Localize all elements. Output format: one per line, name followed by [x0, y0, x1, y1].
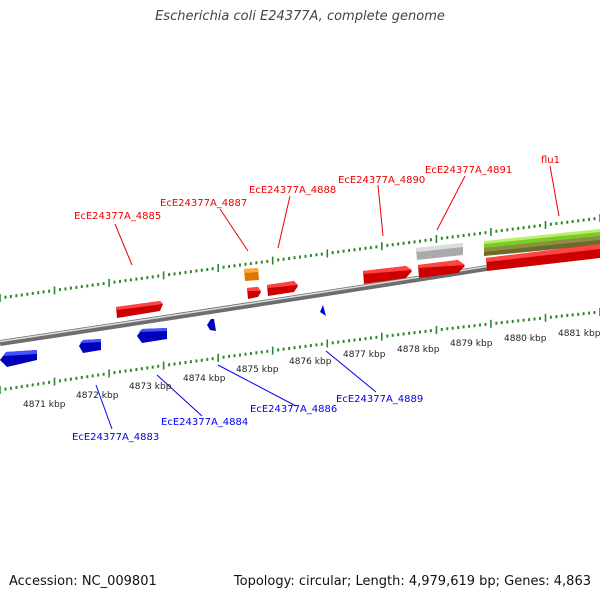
gene-label[interactable]: flu1 — [541, 155, 560, 166]
forward-leader-lines — [114, 165, 560, 266]
gene-label[interactable]: EcE24377A_4885 — [74, 211, 161, 222]
gene-label[interactable]: EcE24377A_4883 — [72, 432, 159, 443]
scale-label: 4880 kbp — [504, 334, 547, 344]
gene-labels: EcE24377A_4885 EcE24377A_4887 EcE24377A_… — [72, 155, 560, 443]
scale-label: 4873 kbp — [129, 382, 172, 392]
forward-gene[interactable] — [486, 244, 600, 271]
forward-genes — [116, 244, 600, 318]
reverse-strand-tick-row — [0, 308, 600, 394]
reverse-gene[interactable] — [0, 350, 37, 367]
scale-label: 4874 kbp — [183, 374, 226, 384]
rna-gene[interactable] — [244, 268, 259, 281]
reverse-leader-lines — [95, 350, 377, 430]
map-title: Escherichia coli E24377A, complete genom… — [155, 9, 445, 24]
forward-gene[interactable] — [247, 287, 261, 299]
scale-labels: 4871 kbp 4872 kbp 4873 kbp 4874 kbp 4875… — [23, 329, 600, 410]
scale-label: 4878 kbp — [397, 345, 440, 355]
forward-gene[interactable] — [418, 260, 465, 278]
gene-label[interactable]: EcE24377A_4886 — [250, 404, 337, 415]
scale-label: 4872 kbp — [76, 391, 119, 401]
forward-strand-tick-row — [0, 214, 600, 302]
reverse-gene[interactable] — [79, 339, 101, 353]
scale-label: 4871 kbp — [23, 400, 66, 410]
reverse-gene[interactable] — [137, 328, 167, 343]
forward-gene[interactable] — [363, 266, 412, 284]
scale-label: 4877 kbp — [343, 350, 386, 360]
gene-label[interactable]: EcE24377A_4890 — [338, 175, 425, 186]
topology-summary: Topology: circular; Length: 4,979,619 bp… — [233, 574, 591, 589]
gene-label[interactable]: EcE24377A_4888 — [249, 185, 336, 196]
green-feature-band — [484, 229, 600, 256]
gene-label[interactable]: EcE24377A_4889 — [336, 394, 423, 405]
scale-label: 4881 kbp — [558, 329, 600, 339]
pseudo-gene[interactable] — [416, 243, 463, 260]
reverse-genes — [0, 305, 326, 367]
reverse-gene[interactable] — [207, 319, 216, 331]
forward-gene[interactable] — [116, 301, 163, 318]
reverse-gene[interactable] — [320, 305, 326, 316]
accession-text: Accession: NC_009801 — [9, 574, 157, 589]
gene-label[interactable]: EcE24377A_4891 — [425, 165, 512, 176]
gene-label[interactable]: EcE24377A_4887 — [160, 198, 247, 209]
scale-label: 4876 kbp — [289, 357, 332, 367]
forward-gene[interactable] — [267, 281, 298, 296]
gene-label[interactable]: EcE24377A_4884 — [161, 417, 248, 428]
scale-label: 4879 kbp — [450, 339, 493, 349]
scale-label: 4875 kbp — [236, 365, 279, 375]
